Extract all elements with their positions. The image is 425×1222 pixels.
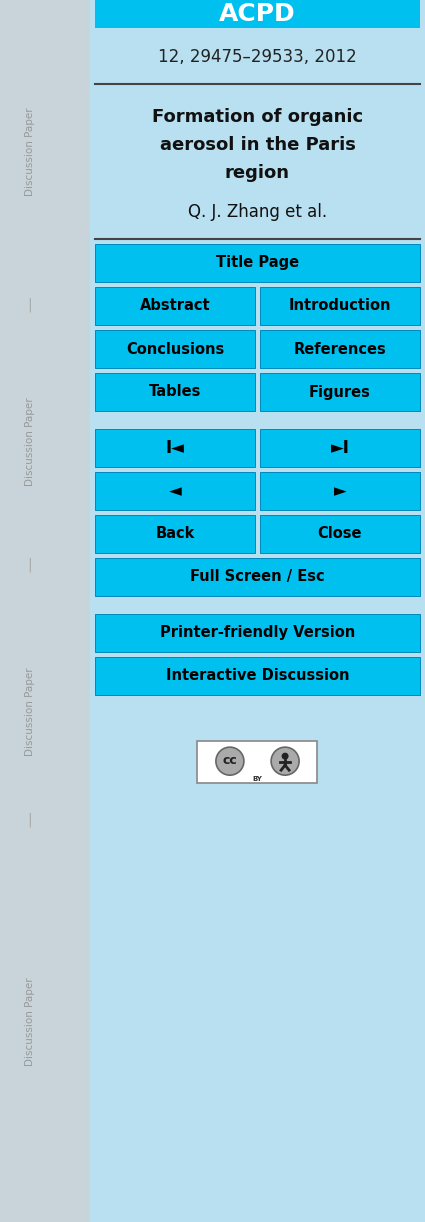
FancyBboxPatch shape: [0, 0, 90, 1222]
Text: ACPD: ACPD: [219, 2, 296, 26]
Text: |: |: [28, 557, 32, 572]
Text: ◄: ◄: [169, 481, 181, 500]
Circle shape: [216, 747, 244, 775]
Text: Discussion Paper: Discussion Paper: [25, 397, 35, 486]
Text: Figures: Figures: [309, 385, 371, 400]
FancyBboxPatch shape: [198, 741, 317, 783]
FancyBboxPatch shape: [95, 330, 255, 368]
Text: BY: BY: [252, 776, 262, 782]
Text: References: References: [294, 341, 386, 357]
FancyBboxPatch shape: [260, 330, 420, 368]
FancyBboxPatch shape: [260, 373, 420, 411]
Text: Formation of organic: Formation of organic: [152, 108, 363, 126]
Text: Title Page: Title Page: [216, 255, 299, 270]
Text: Printer-friendly Version: Printer-friendly Version: [160, 626, 355, 640]
FancyBboxPatch shape: [95, 472, 255, 510]
Text: aerosol in the Paris: aerosol in the Paris: [159, 136, 355, 154]
Text: Interactive Discussion: Interactive Discussion: [166, 668, 349, 683]
FancyBboxPatch shape: [95, 244, 420, 282]
FancyBboxPatch shape: [95, 287, 255, 325]
Text: cc: cc: [223, 754, 237, 766]
Text: region: region: [225, 164, 290, 182]
Text: Back: Back: [155, 527, 195, 541]
FancyBboxPatch shape: [95, 514, 255, 554]
Text: Close: Close: [318, 527, 362, 541]
Text: I◄: I◄: [166, 439, 184, 457]
Circle shape: [282, 753, 289, 760]
Text: Discussion Paper: Discussion Paper: [25, 667, 35, 756]
Text: Conclusions: Conclusions: [126, 341, 224, 357]
Text: ►I: ►I: [331, 439, 349, 457]
Text: Introduction: Introduction: [289, 298, 391, 314]
FancyBboxPatch shape: [95, 429, 255, 467]
FancyBboxPatch shape: [95, 0, 420, 28]
Text: |: |: [28, 813, 32, 827]
Text: Abstract: Abstract: [140, 298, 210, 314]
Circle shape: [271, 747, 299, 775]
FancyBboxPatch shape: [95, 613, 420, 653]
Text: Full Screen / Esc: Full Screen / Esc: [190, 569, 325, 584]
Text: Q. J. Zhang et al.: Q. J. Zhang et al.: [188, 203, 327, 221]
Text: ►: ►: [334, 481, 346, 500]
FancyBboxPatch shape: [95, 657, 420, 695]
FancyBboxPatch shape: [260, 429, 420, 467]
Text: |: |: [28, 298, 32, 313]
Text: Discussion Paper: Discussion Paper: [25, 108, 35, 197]
FancyBboxPatch shape: [260, 472, 420, 510]
FancyBboxPatch shape: [95, 373, 255, 411]
FancyBboxPatch shape: [95, 558, 420, 596]
FancyBboxPatch shape: [260, 514, 420, 554]
Text: Tables: Tables: [149, 385, 201, 400]
Text: Discussion Paper: Discussion Paper: [25, 978, 35, 1067]
FancyBboxPatch shape: [260, 287, 420, 325]
Text: 12, 29475–29533, 2012: 12, 29475–29533, 2012: [158, 48, 357, 66]
